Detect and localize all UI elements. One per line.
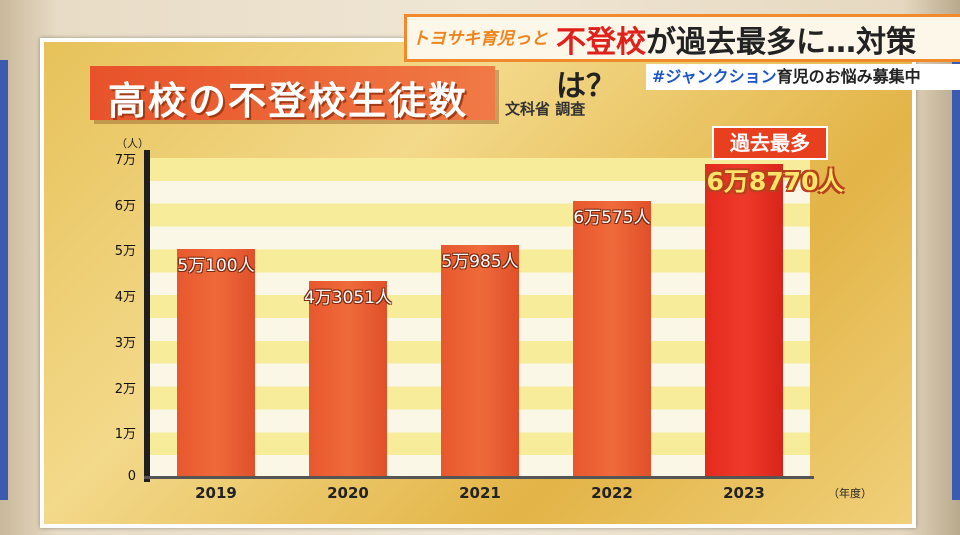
bar-value-label: 4万3051人 [303,288,393,309]
headline-banner [404,14,960,62]
chart-title: 高校の不登校生徒数 [108,79,469,123]
x-tick-label: 2021 [459,484,501,502]
headline: 不登校が過去最多に…対策は？ [556,17,960,105]
bar-2021 [441,244,519,478]
show-logo: トヨサキ育児っと [412,29,548,49]
y-axis-unit: （人） [116,137,149,150]
chart-source: 文科省 調査 [505,100,586,118]
record-badge: 過去最多 [712,126,828,160]
x-axis-line [144,476,814,479]
y-tick-label: 1万 [114,427,136,443]
bar-2022 [573,201,651,478]
x-axis-unit: （年度） [828,487,872,500]
y-tick-label: 4万 [114,290,136,306]
headline-rest: が過去最多に…対策は？ [556,25,916,104]
hashtag-strip: #ジャンクション育児のお悩み募集中 [646,64,960,90]
right-edge-decoration [952,60,960,500]
bar-value-label: 5万985人 [441,251,519,272]
bar-value-label: 6万575人 [573,208,651,229]
bar-2020 [309,281,387,478]
y-tick-label: 5万 [114,244,136,260]
y-tick-label: 7万 [114,153,136,168]
chart-title-box [90,66,495,120]
left-edge-decoration [0,60,8,500]
bar-value-label: 5万100人 [177,255,255,276]
bar-2023 [705,163,783,478]
y-tick-label: 3万 [114,335,136,351]
hashtag-caption: 育児のお悩み募集中 [776,67,921,86]
headline-highlight: 不登校 [556,25,646,60]
x-tick-label: 2022 [591,484,633,502]
x-tick-label: 2023 [723,484,765,502]
y-tick-label: 0 [127,469,136,484]
y-tick-label: 6万 [114,198,136,214]
x-tick-label: 2019 [195,484,237,502]
record-value-label: 6万8770人 [706,167,844,196]
y-tick-label: 2万 [114,381,136,397]
x-tick-label: 2020 [327,484,369,502]
bar-2019 [177,248,255,478]
hashtag: #ジャンクション [652,67,777,86]
y-axis-line [144,150,150,482]
